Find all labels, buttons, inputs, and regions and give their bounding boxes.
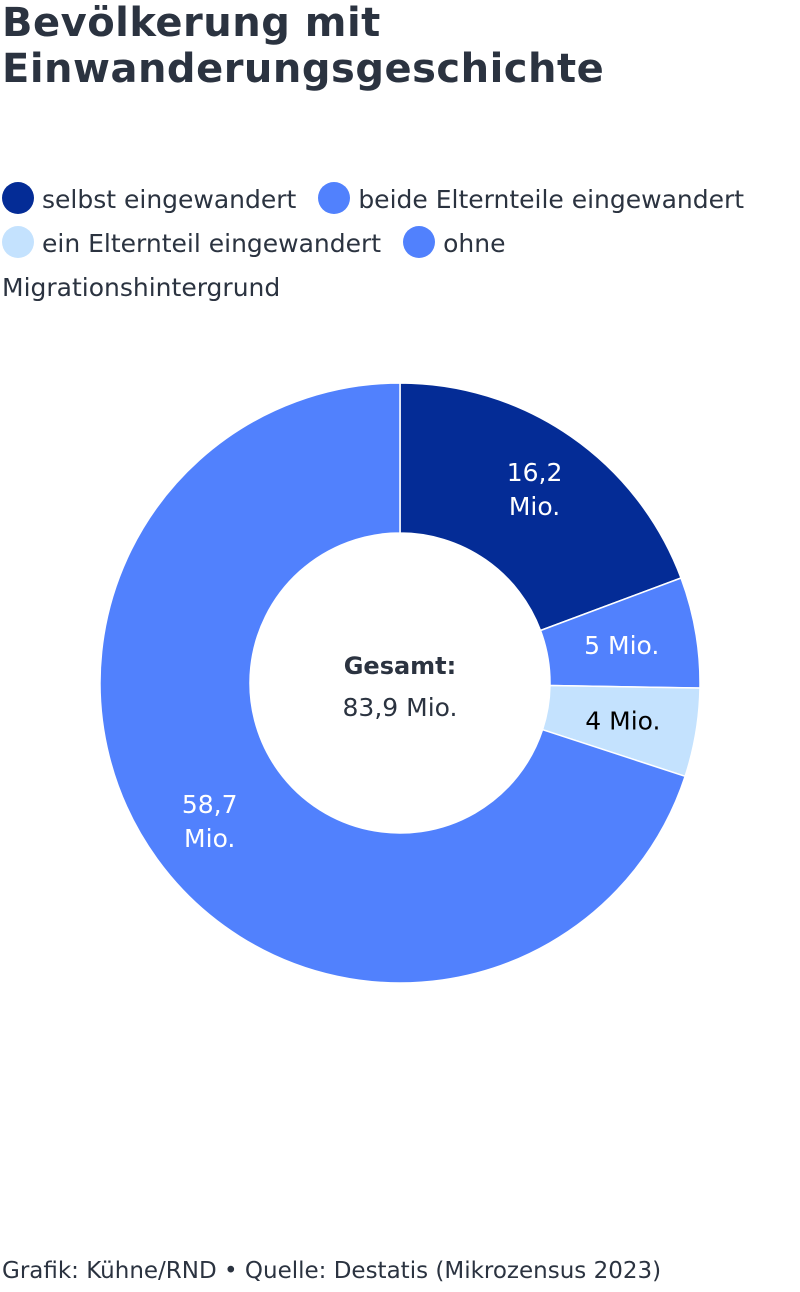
slice-0 — [399, 382, 682, 632]
legend-swatch — [403, 226, 436, 258]
legend-label: ein Elternteil eingewandert — [42, 229, 382, 258]
slice-label-1: 5 Mio. — [584, 631, 659, 660]
slice-label-3: 58,7 Mio. — [182, 790, 238, 853]
legend-label: beide Elternteile eingewandert — [358, 185, 745, 214]
center-title: Gesamt: — [344, 652, 457, 680]
legend: selbst eingewandert beide Elternteile ei… — [2, 178, 792, 310]
legend-item-ein-elternteil: ein Elternteil eingewandert — [2, 226, 382, 258]
chart-title: Bevölkerung mit Einwanderungsgeschichte — [2, 0, 792, 92]
donut-chart: 16,2 Mio. 5 Mio. 4 Mio. 58,7 Mio. Gesamt: 83,… — [0, 380, 800, 990]
center-value: 83,9 Mio. — [343, 693, 458, 722]
slice-3 — [99, 382, 687, 984]
donut-svg: 16,2 Mio. 5 Mio. 4 Mio. 58,7 Mio. Gesamt: 83,… — [99, 382, 701, 984]
legend-swatch — [2, 182, 34, 214]
slice-label-2: 4 Mio. — [585, 706, 660, 735]
chart-title-line-2: Einwanderungsgeschichte — [2, 46, 605, 92]
legend-swatch — [2, 226, 34, 258]
slice-label-0: 16,2 Mio. — [507, 458, 563, 521]
slice-labels: 16,2 Mio. 5 Mio. 4 Mio. 58,7 Mio. — [182, 458, 661, 853]
legend-swatch — [318, 182, 351, 214]
legend-item-beide-elternteile: beide Elternteile eingewandert — [318, 182, 745, 214]
legend-label: selbst eingewandert — [42, 185, 297, 214]
chart-title-line-1: Bevölkerung mit — [2, 0, 381, 46]
source-footer: Grafik: Kühne/RND • Quelle: Destatis (Mi… — [2, 1258, 662, 1284]
slices — [99, 382, 701, 984]
legend-item-ohne-migrationshintergrund: ohne Migrationshintergrund — [2, 226, 506, 302]
legend-item-selbst-eingewandert: selbst eingewandert — [2, 182, 297, 214]
legend-label: ohne Migrationshintergrund — [2, 229, 506, 302]
